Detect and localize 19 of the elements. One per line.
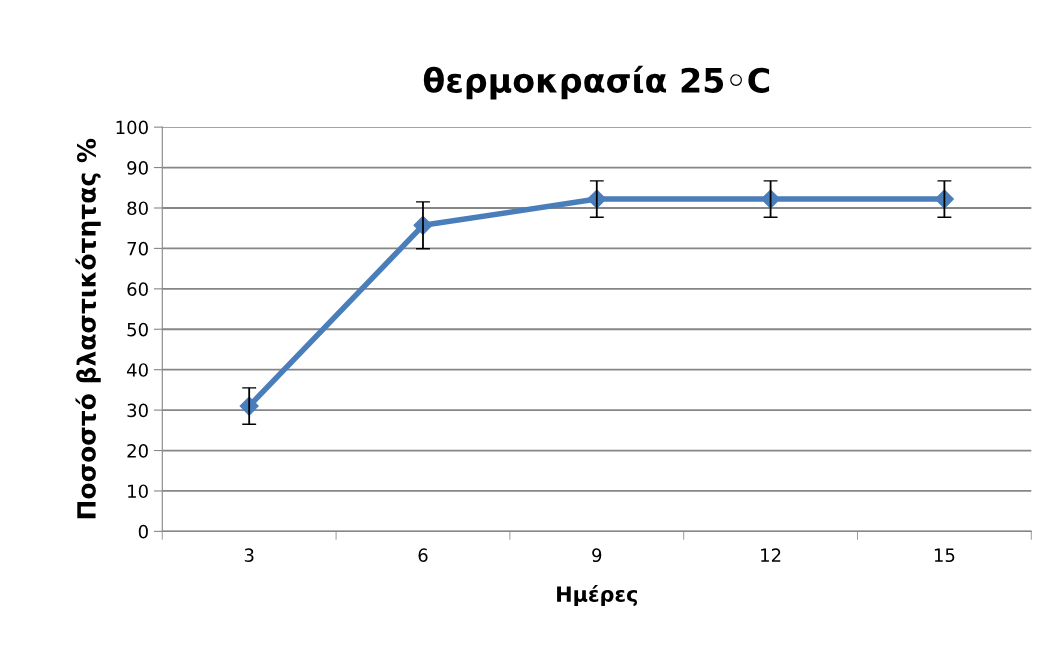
chart-title: θερμοκρασία 25◦C (423, 65, 770, 100)
x-tick-label: 15 (934, 548, 955, 563)
y-tick-label: 60 (127, 282, 148, 296)
x-tick-label: 9 (592, 548, 602, 563)
x-tick-label: 6 (418, 548, 428, 563)
y-tick-label: 20 (127, 443, 148, 458)
x-axis-title: Ημέρες (557, 584, 638, 606)
y-tick-label: 80 (127, 201, 148, 216)
y-tick-label: 30 (127, 403, 148, 418)
y-tick-label: 70 (127, 241, 148, 256)
y-tick-label: 90 (127, 161, 148, 175)
y-tick-label: 40 (127, 363, 148, 377)
y-tick-label: 100 (116, 120, 148, 135)
y-tick-label: 10 (128, 484, 148, 499)
x-tick-label: 3 (244, 548, 254, 563)
x-tick-label: 12 (761, 548, 781, 562)
y-tick-label: 50 (127, 322, 148, 337)
y-tick-label: 0 (138, 524, 148, 539)
y-axis-title: Ποσοστό βλαστικότητας % (75, 138, 101, 519)
